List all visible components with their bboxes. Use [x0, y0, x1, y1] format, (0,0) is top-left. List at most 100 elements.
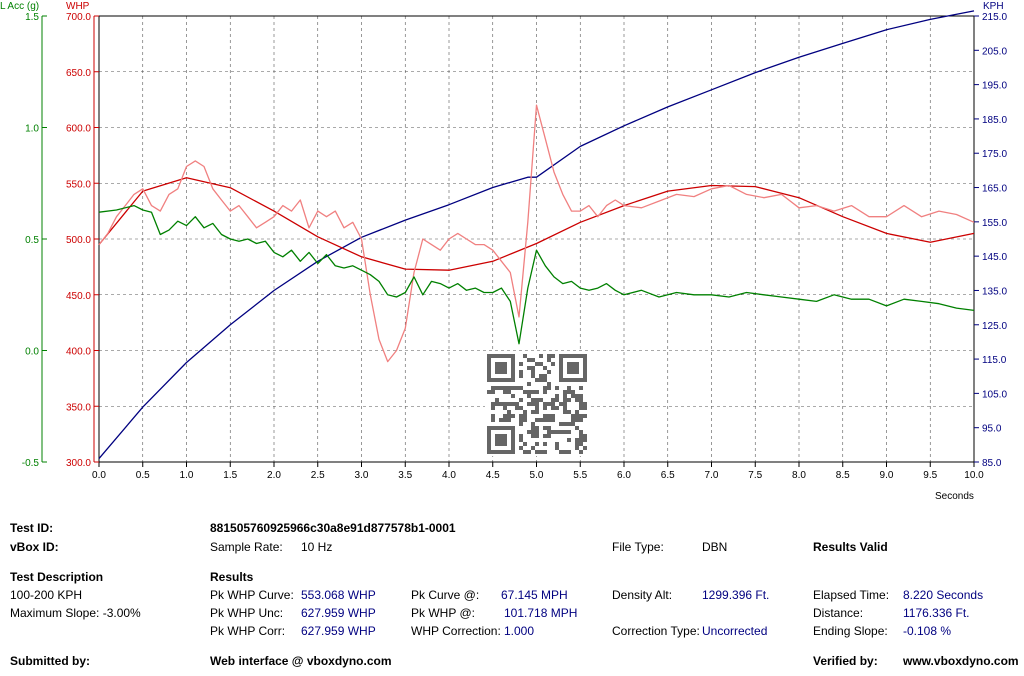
qr-module: [527, 390, 531, 394]
qr-module: [583, 414, 587, 418]
qr-module: [503, 406, 507, 410]
qr-finder-center: [495, 362, 507, 374]
qr-module: [535, 406, 539, 410]
qr-module: [527, 358, 531, 362]
qr-module: [491, 386, 495, 390]
qr-module: [583, 434, 587, 438]
qr-module: [511, 394, 515, 398]
qr-module: [579, 442, 583, 446]
x-tick-label: 6.5: [661, 470, 675, 481]
qr-module: [519, 434, 523, 438]
verified-by-value[interactable]: www.vboxdyno.com: [903, 654, 1019, 668]
qr-module: [535, 418, 539, 422]
x-tick-label: 2.0: [267, 470, 281, 481]
qr-module: [519, 422, 523, 426]
x-tick-label: 6.0: [617, 470, 631, 481]
qr-module: [559, 402, 563, 406]
pk-whp-unc-label: Pk WHP Unc:: [210, 606, 284, 620]
qr-module: [555, 386, 559, 390]
qr-module: [491, 406, 495, 410]
qr-module: [559, 422, 563, 426]
qr-module: [527, 366, 531, 370]
qr-module: [575, 398, 579, 402]
qr-module: [575, 446, 579, 450]
qr-module: [507, 410, 511, 414]
qr-module: [531, 390, 535, 394]
qr-module: [527, 430, 531, 434]
qr-module: [503, 402, 507, 406]
qr-module: [579, 414, 583, 418]
qr-module: [551, 398, 555, 402]
whp-tick-label: 450.0: [66, 291, 91, 302]
web-interface-link[interactable]: Web interface @ vboxdyno.com: [210, 654, 392, 668]
qr-module: [531, 374, 535, 378]
qr-module: [503, 390, 507, 394]
qr-module: [539, 354, 543, 358]
qr-module: [539, 374, 543, 378]
qr-module: [519, 414, 523, 418]
qr-module: [535, 402, 539, 406]
qr-module: [543, 386, 547, 390]
qr-module: [543, 414, 547, 418]
file-type-label: File Type:: [612, 540, 664, 554]
qr-module: [563, 422, 567, 426]
qr-module: [511, 386, 515, 390]
qr-module: [547, 402, 551, 406]
results-label: Results: [210, 570, 254, 584]
qr-module: [551, 362, 555, 366]
qr-module: [495, 398, 499, 402]
kph-tick-label: 135.0: [982, 286, 1007, 297]
qr-module: [559, 430, 563, 434]
sample-rate-label: Sample Rate:: [210, 540, 283, 554]
whp-tick-label: 700.0: [66, 12, 91, 23]
series-line-1: [98, 177, 975, 271]
pk-curve-at-value: 67.145 MPH: [501, 588, 568, 602]
x-tick-label: 9.5: [923, 470, 937, 481]
x-tick-label: 8.5: [836, 470, 850, 481]
qr-finder-center: [495, 434, 507, 446]
qr-module: [539, 450, 543, 454]
qr-module: [531, 398, 535, 402]
qr-module: [583, 406, 587, 410]
qr-module: [579, 394, 583, 398]
elapsed-time-label: Elapsed Time:: [813, 588, 890, 602]
test-description-value: 100-200 KPH: [10, 588, 83, 602]
kph-tick-label: 115.0: [982, 355, 1007, 366]
qr-module: [523, 442, 527, 446]
qr-module: [527, 450, 531, 454]
qr-module: [547, 430, 551, 434]
kph-tick-label: 155.0: [982, 218, 1007, 229]
qr-module: [579, 402, 583, 406]
qr-module: [519, 406, 523, 410]
qr-module: [579, 398, 583, 402]
qr-module: [543, 378, 547, 382]
qr-module: [523, 390, 527, 394]
qr-module: [503, 414, 507, 418]
qr-module: [543, 374, 547, 378]
qr-module: [531, 446, 535, 450]
maximum-slope: Maximum Slope: -3.00%: [10, 606, 141, 620]
qr-module: [575, 426, 579, 430]
qr-code-image: [485, 352, 589, 456]
qr-module: [507, 402, 511, 406]
qr-module: [575, 438, 579, 442]
series-line-3: [98, 204, 975, 345]
pk-whp-corr-value: 627.959 WHP: [301, 624, 376, 638]
qr-module: [531, 434, 535, 438]
qr-module: [575, 394, 579, 398]
qr-module: [555, 430, 559, 434]
whp-tick-label: 650.0: [66, 68, 91, 79]
kph-tick-label: 95.0: [982, 424, 1002, 435]
qr-module: [551, 430, 555, 434]
qr-module: [575, 414, 579, 418]
qr-module: [535, 442, 539, 446]
qr-module: [531, 410, 535, 414]
qr-module: [495, 402, 499, 406]
whp-tick-label: 600.0: [66, 124, 91, 135]
x-tick-label: 3.5: [398, 470, 412, 481]
qr-module: [571, 394, 575, 398]
qr-module: [563, 430, 567, 434]
qr-module: [579, 386, 583, 390]
qr-module: [563, 402, 567, 406]
qr-module: [519, 418, 523, 422]
